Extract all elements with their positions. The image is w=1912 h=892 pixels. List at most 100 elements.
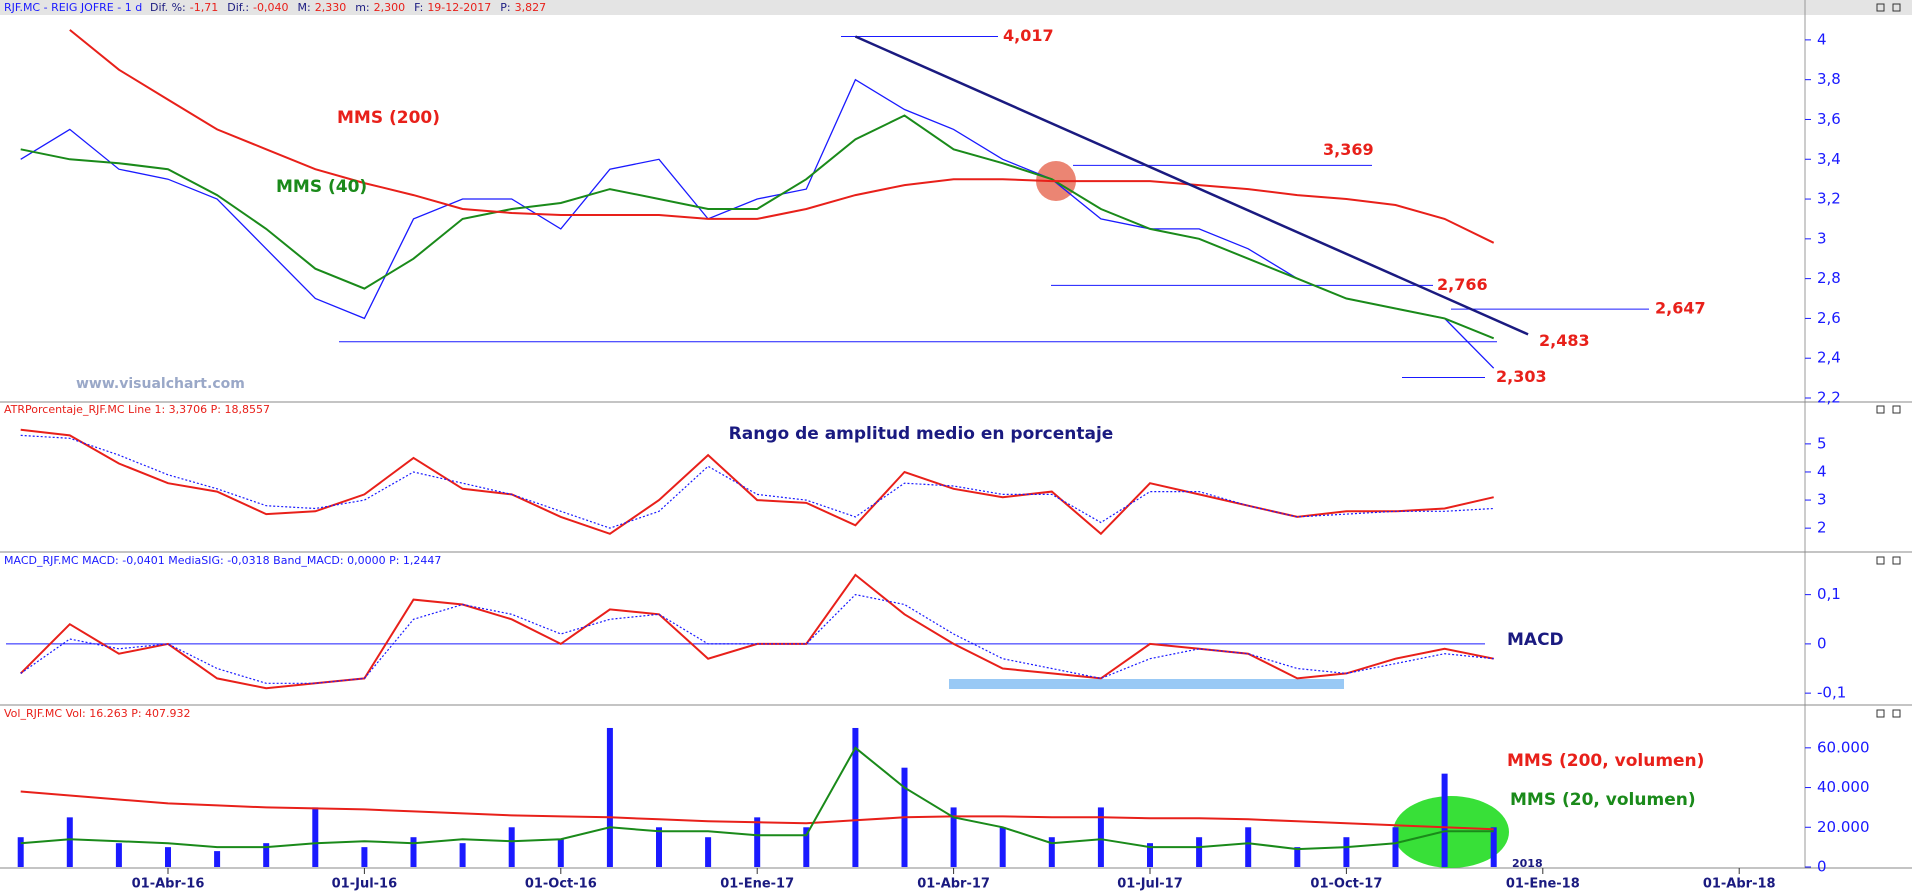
volume-bar [1048, 837, 1055, 867]
volume-bar [508, 827, 515, 867]
volume-bar [214, 851, 221, 867]
panel-title: MACD_RJF.MC MACD: -0,0401 MediaSIG: -0,0… [4, 554, 441, 567]
x-tick-label: 01-Abr-18 [1703, 877, 1776, 892]
panel-title: ATRPorcentaje_RJF.MC Line 1: 3,3706 P: 1… [4, 403, 270, 416]
x-tick-label: 01-Abr-16 [132, 877, 205, 892]
volume-bar [1294, 847, 1301, 867]
y-tick-label: -0,1 [1817, 684, 1846, 702]
x-tick-label: 01-Ene-18 [1506, 877, 1580, 892]
volume-bar [66, 817, 73, 867]
header-info: 2,330 [315, 1, 347, 14]
window-buttons [1876, 3, 1901, 718]
y-tick-label: 20.000 [1817, 818, 1870, 836]
x-tick-label: 01-Oct-17 [1310, 877, 1382, 892]
series-label: MMS (200, volumen) [1507, 751, 1704, 771]
x-tick-label: 01-Abr-17 [917, 877, 990, 892]
header-info: 3,827 [515, 1, 547, 14]
y-tick-label: 3 [1817, 491, 1827, 509]
x-tick-label: 01-Jul-17 [1117, 877, 1183, 892]
volume-bar [1490, 827, 1497, 867]
panel-title: Vol_RJF.MC Vol: 16.263 P: 407.932 [4, 707, 191, 720]
level-label: 2,766 [1437, 275, 1488, 294]
volume-bar [606, 727, 613, 867]
series-label: MMS (20, volumen) [1510, 790, 1696, 810]
y-tick-label: 4 [1817, 462, 1827, 480]
y-tick-label: 2 [1817, 519, 1827, 537]
volume-bar [656, 827, 662, 867]
trend-line [854, 35, 1529, 336]
y-tick-label: 5 [1817, 434, 1827, 452]
volume-bar [852, 727, 859, 867]
volume-bar [361, 847, 368, 867]
volume-bar [950, 807, 957, 867]
volume-bar [1097, 807, 1104, 867]
volume-bar [1392, 827, 1399, 867]
series-line [20, 746, 1494, 851]
header-info: Dif.: [227, 1, 249, 14]
panel-subtitle: Rango de amplitud medio en porcentaje [729, 424, 1114, 444]
y-tick-label: 0,1 [1817, 585, 1841, 603]
volume-bar [165, 847, 171, 867]
volume-bar [754, 817, 761, 867]
volume-bar [312, 807, 319, 867]
series-line [20, 434, 1494, 529]
volume-bar [263, 843, 270, 867]
series-label: MACD [1507, 630, 1564, 650]
level-label: 2,483 [1539, 331, 1590, 350]
header-info: 19-12-2017 [427, 1, 491, 14]
y-tick-label: 4 [1817, 30, 1827, 48]
volume-bar [1343, 837, 1350, 867]
y-tick-label: 3,4 [1817, 150, 1841, 168]
y-tick-label: 0 [1817, 858, 1827, 876]
volume-bar [459, 843, 466, 867]
volume-bar [1147, 843, 1153, 867]
header-info: F: [414, 1, 423, 14]
series-line [19, 573, 1494, 690]
series-line [20, 114, 1495, 340]
header-info: 2,300 [374, 1, 406, 14]
series-label: MMS (40) [276, 177, 367, 197]
level-label: 2,303 [1496, 367, 1547, 386]
y-tick-label: 2,4 [1817, 349, 1841, 367]
volume-bar [410, 837, 417, 867]
header-bar [0, 0, 1912, 15]
y-tick-label: 2,6 [1817, 309, 1841, 327]
level-label: 2,647 [1655, 299, 1706, 318]
series-label: MMS (200) [337, 108, 440, 128]
header-info: -1,71 [190, 1, 218, 14]
level-label: 3,369 [1323, 140, 1374, 159]
volume-bar [557, 839, 564, 867]
x-tick-label: 01-Oct-16 [525, 877, 597, 892]
y-tick-label: 3,8 [1817, 70, 1841, 88]
volume-bar [803, 827, 810, 867]
y-tick-label: 3,2 [1817, 190, 1841, 208]
year-label: 2018 [1512, 857, 1543, 870]
volume-bar [705, 837, 712, 867]
header-info: m: [355, 1, 369, 14]
y-tick-label: 3 [1817, 229, 1827, 247]
highlight-bar [949, 679, 1344, 689]
header-info: P: [500, 1, 510, 14]
series-line [20, 593, 1494, 684]
volume-bar [1245, 827, 1252, 867]
y-tick-label: 40.000 [1817, 778, 1870, 796]
y-tick-label: 60.000 [1817, 738, 1870, 756]
header-title: RJF.MC - REIG JOFRE - 1 d [4, 1, 142, 14]
series-line [20, 790, 1494, 831]
volume-bar [17, 837, 24, 867]
header-info: M: [298, 1, 311, 14]
volume-bar [999, 827, 1006, 867]
y-tick-label: 3,6 [1817, 110, 1841, 128]
y-tick-label: 2,2 [1817, 389, 1841, 407]
volume-bar [1441, 773, 1448, 867]
y-tick-label: 2,8 [1817, 269, 1841, 287]
level-label: 4,017 [1003, 26, 1054, 45]
series-line [69, 29, 1495, 244]
volume-bar [1196, 837, 1203, 867]
header-info: Dif. %: [150, 1, 186, 14]
series-line [20, 428, 1494, 536]
header-info: -0,040 [253, 1, 288, 14]
volume-bar [115, 843, 122, 867]
x-tick-label: 01-Ene-17 [720, 877, 794, 892]
